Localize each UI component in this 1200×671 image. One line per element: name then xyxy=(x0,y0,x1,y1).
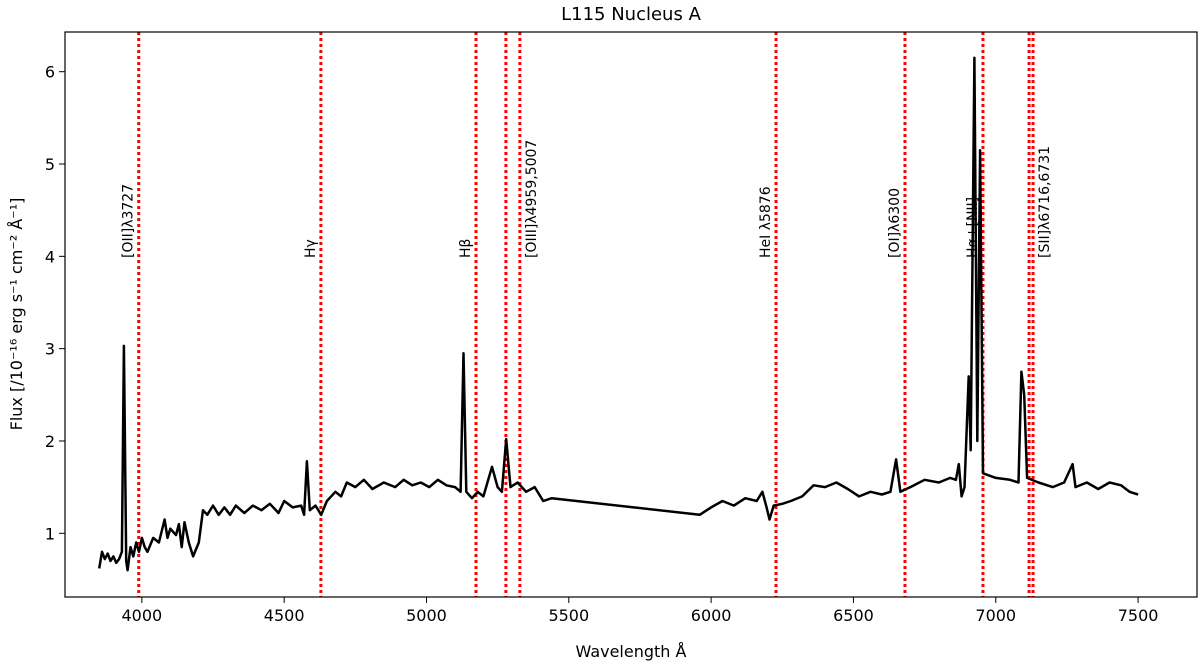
y-tick-label: 6 xyxy=(45,63,55,82)
y-tick-label: 5 xyxy=(45,155,55,174)
y-tick-label: 2 xyxy=(45,432,55,451)
emission-line-label: Hγ xyxy=(303,239,319,258)
x-axis-label: Wavelength Å xyxy=(576,642,687,661)
emission-line-label: HeI λ5876 xyxy=(758,186,774,258)
emission-line-label: [OIII]λ4959,5007 xyxy=(524,140,540,258)
x-tick-label: 5000 xyxy=(406,606,447,625)
x-tick-label: 6500 xyxy=(833,606,874,625)
chart-title: L115 Nucleus A xyxy=(561,4,701,25)
x-tick-label: 7500 xyxy=(1118,606,1159,625)
x-tick-label: 6000 xyxy=(691,606,732,625)
x-tick-label: 4000 xyxy=(121,606,162,625)
y-axis-label: Flux [/10⁻¹⁶ erg s⁻¹ cm⁻² Å⁻¹] xyxy=(7,198,26,431)
x-tick-label: 7000 xyxy=(975,606,1016,625)
y-tick-label: 3 xyxy=(45,340,55,359)
plot-frame xyxy=(64,31,1198,598)
x-tick-label: 4500 xyxy=(264,606,305,625)
y-tick-label: 1 xyxy=(45,524,55,543)
emission-line-label: [SII]λ6716,6731 xyxy=(1037,146,1053,258)
spectrum-line xyxy=(97,56,1139,572)
emission-line-label: [OI]λ6300 xyxy=(887,188,903,258)
emission-line-label: Hβ xyxy=(458,239,474,258)
emission-line-label: [OII]λ3727 xyxy=(121,184,137,258)
y-tick-label: 4 xyxy=(45,247,55,266)
x-tick-label: 5500 xyxy=(548,606,589,625)
